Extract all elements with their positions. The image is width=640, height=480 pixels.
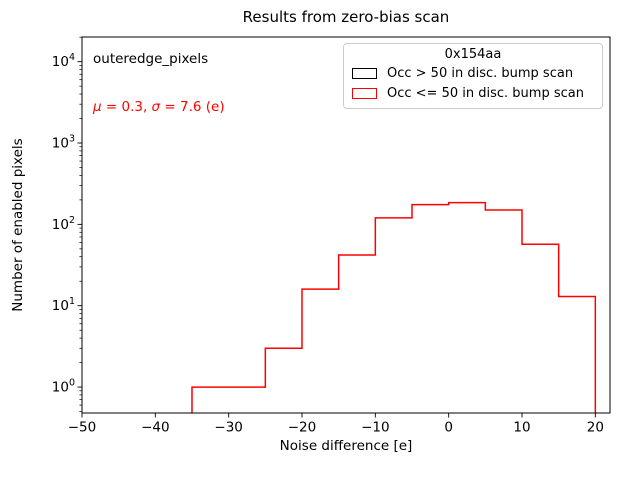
x-tick-label: 20 [587, 420, 604, 436]
x-tick-label: 0 [444, 420, 453, 436]
legend-entry-label: Occ <= 50 in disc. bump scan [387, 85, 584, 101]
y-tick-label: 100 [52, 378, 75, 396]
sigma-symbol: σ [151, 99, 161, 115]
mu-symbol: μ [93, 99, 102, 115]
mu-sigma-annotation: μ = 0.3, σ = 7.6 (e) [93, 99, 225, 115]
x-tick-label: −40 [141, 420, 170, 436]
sigma-value-text: = 7.6 (e) [160, 99, 225, 115]
mu-value-text: = 0.3, [101, 99, 152, 115]
legend-entry-occ-le-50: Occ <= 50 in disc. bump scan [352, 83, 594, 103]
y-axis-label: Number of enabled pixels [10, 138, 26, 312]
x-tick-label: −20 [288, 420, 317, 436]
legend-entry-occ-gt-50: Occ > 50 in disc. bump scan [352, 63, 594, 83]
y-tick-label: 104 [52, 52, 75, 70]
x-tick-label: 10 [513, 420, 530, 436]
x-tick-label: −10 [361, 420, 390, 436]
y-tick-label: 101 [52, 296, 75, 314]
y-tick-label: 102 [52, 215, 75, 233]
red-histogram-swatch-icon [352, 87, 377, 99]
axes-frame [81, 36, 611, 414]
legend-title: 0x154aa [444, 47, 502, 62]
x-tick-label: −30 [214, 420, 243, 436]
dataset-name-annotation: outeredge_pixels [93, 51, 209, 67]
x-tick-label: −50 [68, 420, 97, 436]
legend: 0x154aa Occ > 50 in disc. bump scan Occ … [343, 43, 603, 109]
x-axis-label: Noise difference [e] [279, 438, 413, 454]
y-tick-label: 103 [52, 134, 75, 152]
legend-entry-label: Occ > 50 in disc. bump scan [387, 65, 574, 81]
plot-title: Results from zero-bias scan [242, 8, 450, 26]
histogram-step-line [191, 201, 597, 413]
black-histogram-swatch-icon [352, 67, 377, 79]
